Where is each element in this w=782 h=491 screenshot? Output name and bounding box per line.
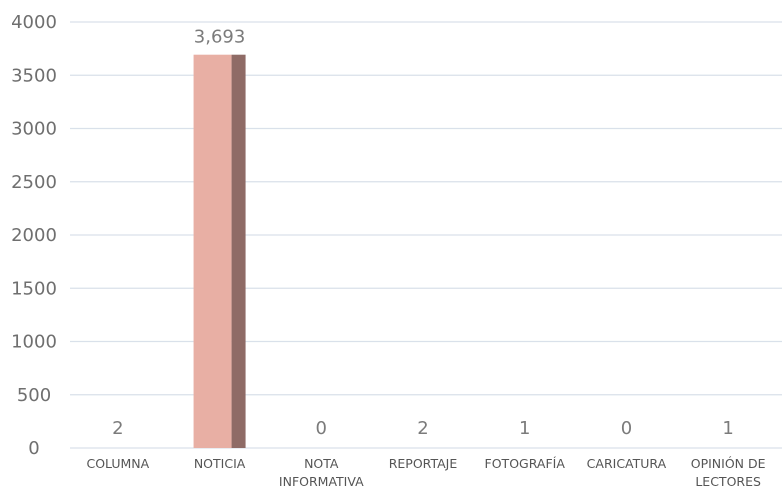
category-label: NOTICIA (194, 456, 246, 471)
y-tick-label: 0 (28, 438, 39, 459)
bar (193, 54, 232, 449)
data-label: 0 (621, 418, 632, 439)
category-label: REPORTAJE (389, 456, 458, 471)
y-tick-label: 500 (17, 385, 51, 406)
category-label: COLUMNA (86, 456, 149, 471)
bar-shade (231, 54, 246, 449)
data-label: 1 (722, 418, 733, 439)
data-label: 2 (112, 418, 123, 439)
data-label-layer: 2 3,693 0 2 1 0 1 (112, 27, 734, 439)
grid-layer (70, 21, 782, 449)
y-tick-label: 4000 (11, 12, 57, 33)
category-label: FOTOGRAFÍA (485, 456, 566, 471)
category-label: OPINIÓN DE LECTORES (691, 456, 766, 489)
y-tick-label: 2500 (11, 172, 57, 193)
data-label: 3,693 (194, 27, 246, 48)
y-axis: 0 500 1000 1500 2000 2500 3000 3500 4000 (11, 12, 57, 459)
bar-layer (193, 54, 246, 449)
y-tick-label: 1500 (11, 278, 57, 299)
category-label: CARICATURA (587, 456, 667, 471)
y-tick-label: 1000 (11, 332, 57, 353)
y-tick-label: 3500 (11, 65, 57, 86)
data-label: 0 (316, 418, 327, 439)
y-tick-label: 3000 (11, 119, 57, 140)
x-axis: COLUMNA NOTICIA NOTA INFORMATIVA REPORTAJE FO… (86, 456, 765, 489)
y-tick-label: 2000 (11, 225, 57, 246)
data-label: 1 (519, 418, 530, 439)
data-label: 2 (417, 418, 428, 439)
category-label: NOTA INFORMATIVA (279, 456, 364, 489)
